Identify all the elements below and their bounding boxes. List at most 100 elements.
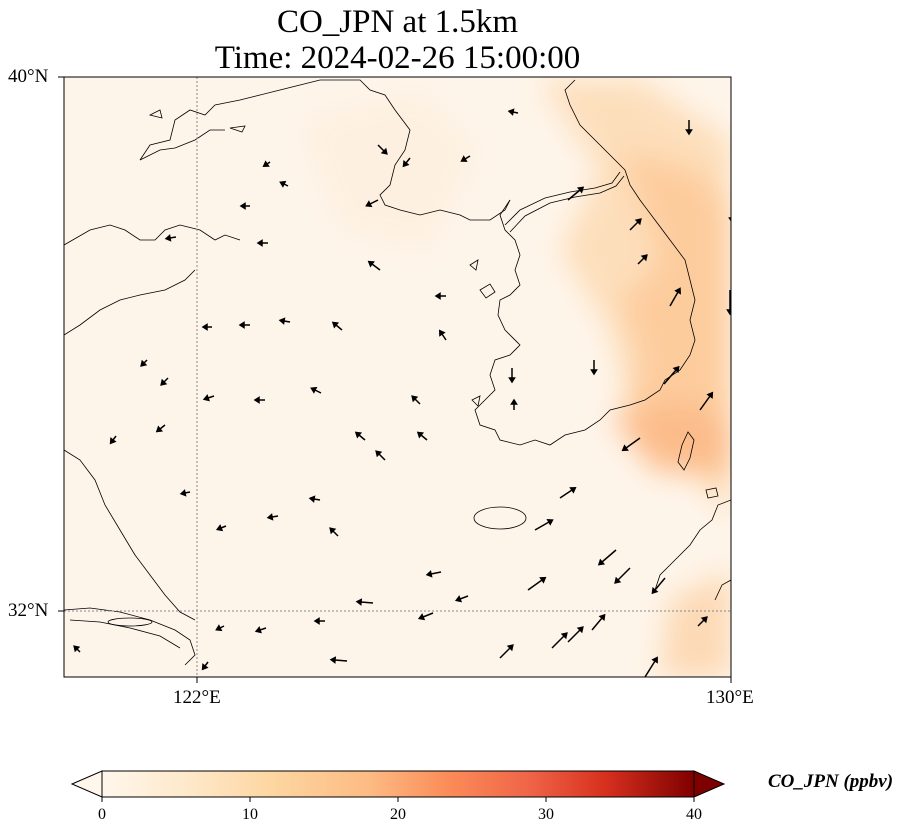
wind-arrow	[335, 324, 343, 331]
wind-arrow-head	[508, 377, 516, 384]
wind-arrow-head	[238, 321, 245, 329]
wind-arrow	[360, 601, 374, 604]
wind-arrow	[112, 435, 117, 441]
colorbar-bar	[101, 770, 695, 798]
wind-arrow-head	[355, 598, 363, 606]
wind-arrow-head	[640, 254, 648, 262]
wind-arrow-head	[546, 519, 554, 526]
wind-arrow-head	[256, 239, 263, 247]
wind-arrow	[699, 395, 711, 411]
wind-arrow-head	[569, 486, 577, 494]
wind-arrow-head	[700, 616, 708, 624]
wind-arrow	[283, 320, 291, 323]
colorbar	[70, 770, 726, 802]
wind-arrow-head	[155, 425, 163, 433]
wind-arrow-head	[266, 513, 274, 521]
wind-arrow	[259, 627, 267, 631]
wind-arrow-head	[262, 160, 270, 168]
wind-arrow-head	[308, 495, 316, 503]
wind-arrow	[204, 661, 209, 667]
colorbar-label: CO_JPN (ppbv)	[768, 771, 894, 792]
wind-arrow	[617, 567, 631, 581]
wind-arrow	[464, 155, 471, 160]
wind-arrow-head	[576, 626, 584, 634]
wind-arrow-head	[73, 645, 81, 653]
wind-arrow	[512, 111, 519, 114]
wind-arrow-head	[506, 644, 514, 652]
wind-arrow	[220, 525, 227, 529]
wind-arrow	[629, 221, 639, 231]
wind-arrow	[669, 291, 679, 307]
wind-arrow	[377, 144, 385, 152]
coastline	[64, 79, 731, 666]
colorbar-min-extend	[70, 770, 103, 798]
wind-arrow-head	[160, 378, 168, 386]
wind-arrow-head	[331, 321, 340, 329]
wind-arrow-head	[576, 186, 585, 194]
axis-ticks	[58, 76, 732, 683]
wind-arrow	[534, 521, 550, 531]
wind-arrow	[697, 619, 705, 627]
wind-arrow	[420, 434, 428, 441]
wind-arrow	[414, 398, 421, 405]
map-frame	[63, 76, 732, 678]
wind-arrow-head	[597, 558, 606, 566]
wind-arrow	[358, 434, 366, 441]
wind-arrow-head	[380, 147, 388, 155]
wind-arrow-head	[109, 437, 117, 445]
wind-arrow-head	[278, 317, 286, 325]
wind-arrow	[441, 333, 447, 341]
wind-arrow-head	[367, 260, 375, 268]
lon-label-122E: 122°E	[173, 687, 221, 708]
wind-arrow-head	[674, 287, 681, 295]
wind-arrow	[334, 659, 348, 662]
wind-arrow-head	[179, 489, 187, 497]
wind-arrow	[559, 489, 573, 499]
wind-arrow	[369, 199, 379, 205]
wind-arrow	[567, 629, 581, 643]
wind-arrow	[159, 424, 166, 430]
wind-arrow-head	[411, 395, 419, 403]
wind-arrow	[663, 369, 677, 385]
wind-arrow-head	[354, 431, 363, 439]
wind-arrow	[169, 236, 177, 239]
wind-arrow	[207, 395, 215, 399]
wind-arrow-head	[164, 234, 172, 242]
lat-label-32N: 32°N	[8, 600, 49, 621]
colorbar-tick-40: 40	[686, 806, 702, 823]
wind-arrow-head	[510, 398, 518, 405]
wind-arrow-head	[706, 391, 714, 399]
wind-arrow	[625, 437, 641, 449]
lat-label-40N: 40°N	[8, 66, 49, 87]
wind-arrow-head	[279, 180, 287, 188]
wind-arrow	[332, 530, 339, 537]
wind-arrow-head	[215, 624, 223, 632]
wind-arrow	[184, 491, 191, 494]
wind-arrow-head	[329, 656, 337, 664]
wind-arrow-head	[416, 431, 425, 439]
wind-vectors	[73, 108, 731, 677]
wind-arrow	[601, 549, 617, 563]
wind-arrow	[644, 660, 656, 677]
wind-arrow-head	[402, 160, 410, 168]
wind-arrow-head	[140, 359, 148, 367]
colorbar-tick-20: 20	[390, 806, 406, 823]
wind-arrow-head	[375, 450, 383, 458]
wind-arrow-head	[672, 365, 680, 374]
co-concentration-field	[300, 80, 731, 677]
graticule	[64, 77, 731, 677]
wind-arrow	[527, 579, 543, 591]
wind-arrow-head	[202, 394, 210, 402]
wind-arrow-head	[425, 570, 433, 578]
wind-arrow	[567, 189, 581, 201]
wind-arrow-head	[417, 613, 426, 621]
colorbar-tick-10: 10	[242, 806, 258, 823]
colorbar-max-extend	[693, 770, 726, 798]
wind-arrow	[422, 612, 434, 618]
wind-arrow-head	[239, 202, 246, 210]
wind-arrow	[637, 257, 645, 265]
wind-arrow-head	[215, 524, 224, 532]
wind-arrow	[551, 635, 565, 649]
wind-arrow-head	[438, 329, 446, 337]
wind-arrow	[654, 577, 666, 591]
